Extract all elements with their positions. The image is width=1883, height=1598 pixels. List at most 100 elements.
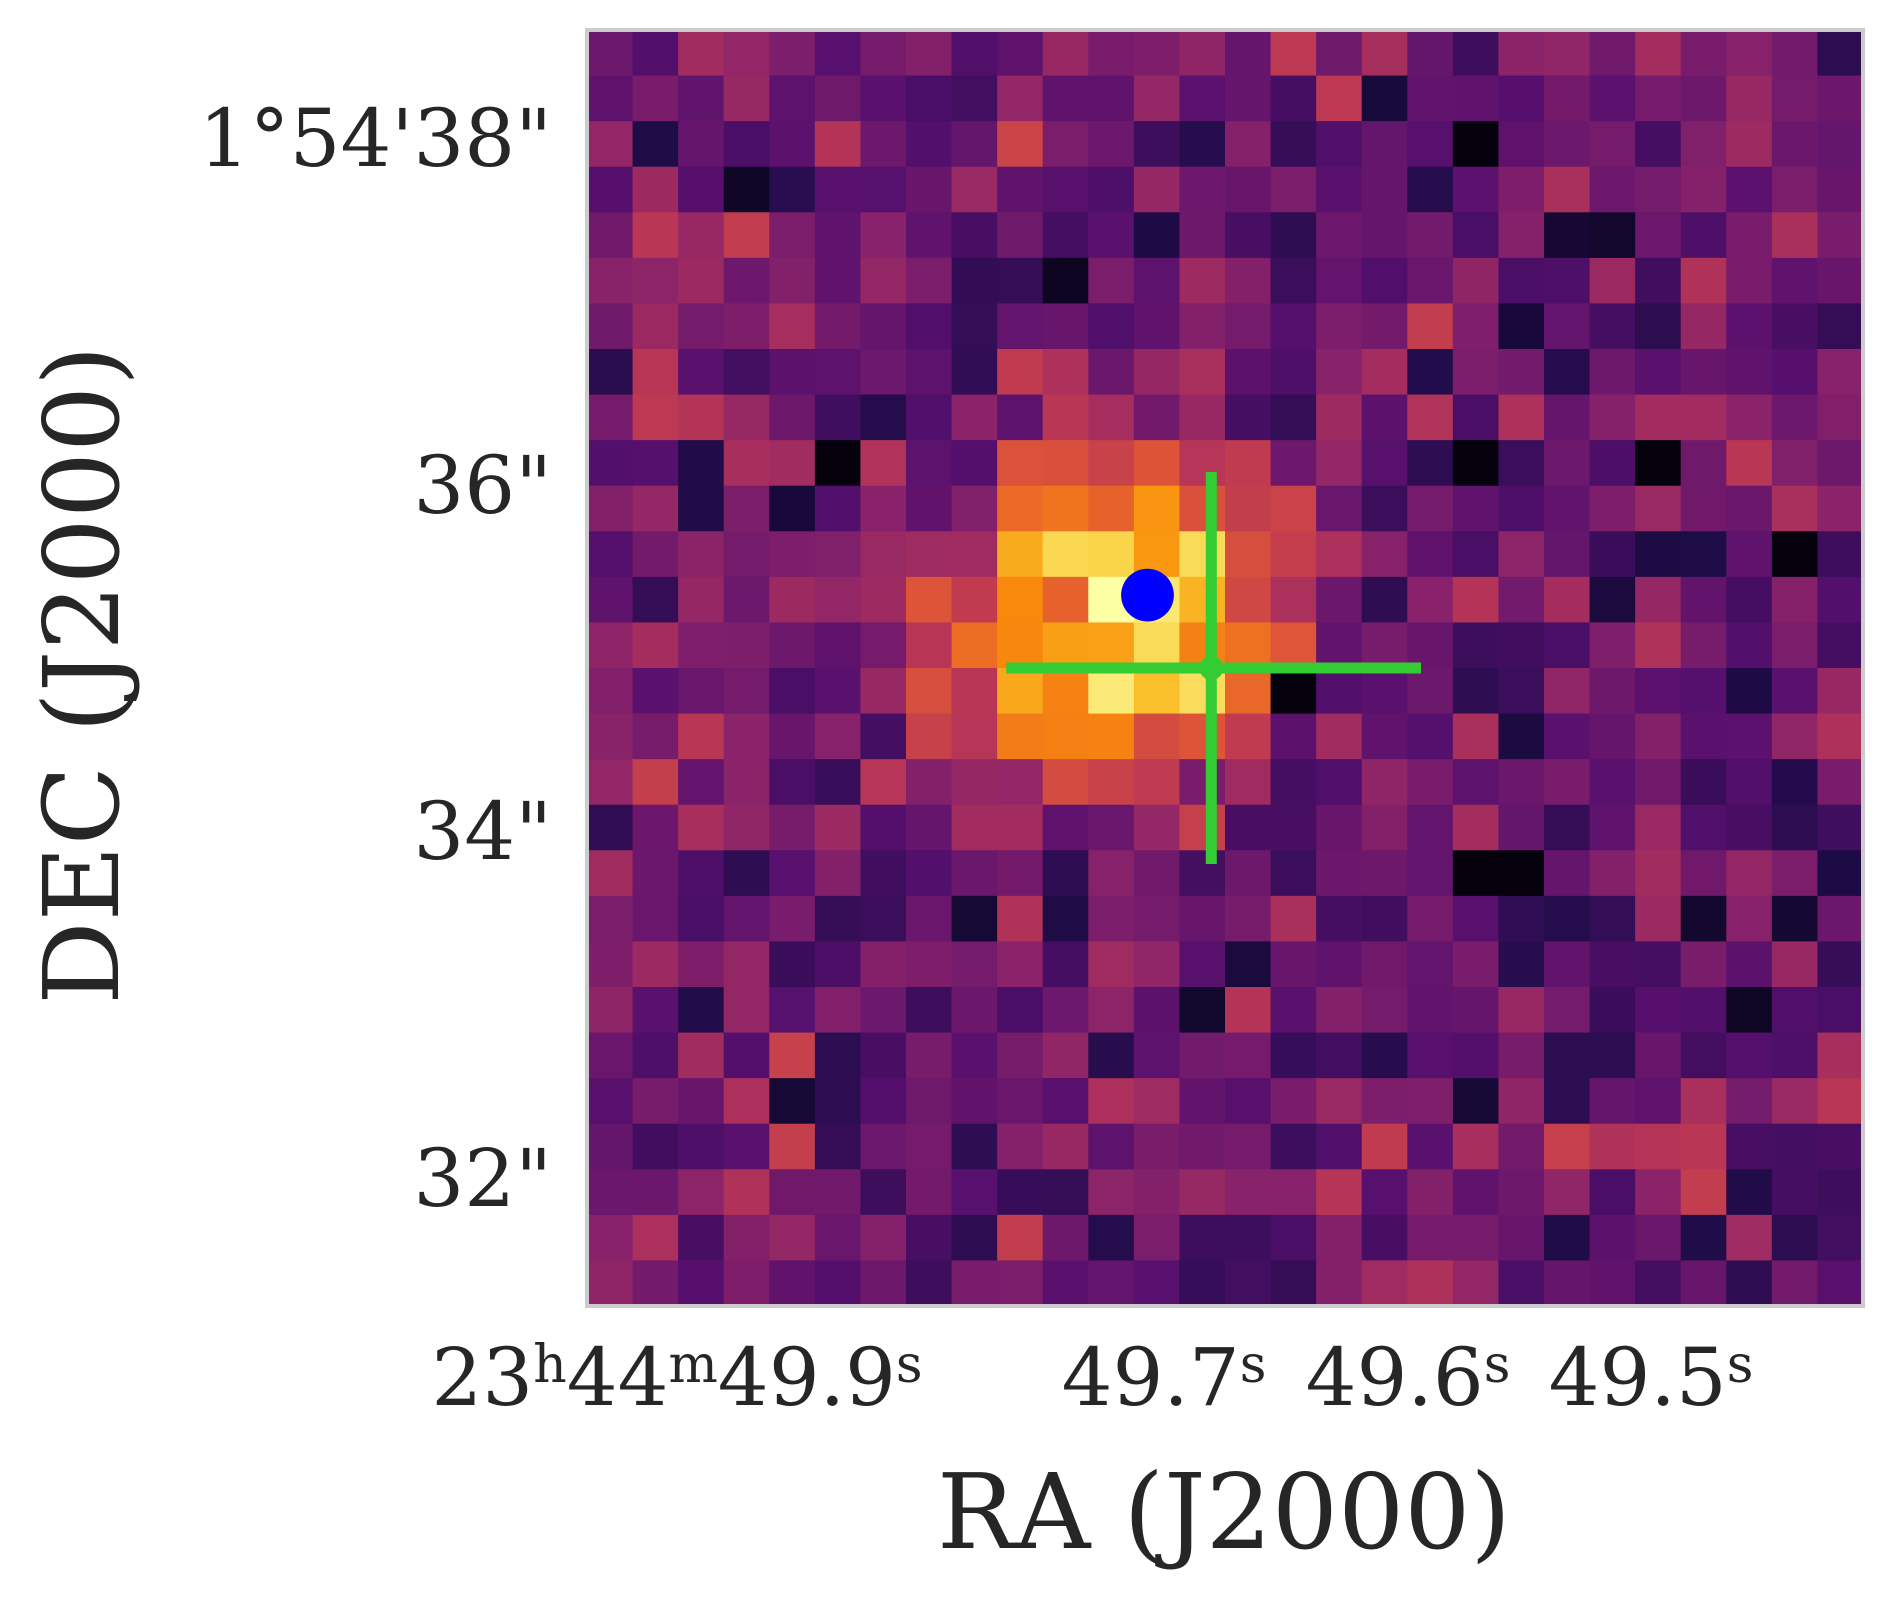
- heatmap-pixel: [1544, 75, 1591, 122]
- heatmap-pixel: [1316, 1169, 1363, 1216]
- heatmap-pixel: [1726, 1032, 1773, 1079]
- heatmap-pixel: [587, 850, 634, 897]
- heatmap-pixel: [1407, 166, 1454, 213]
- heatmap-pixel: [1042, 394, 1089, 441]
- heatmap-pixel: [1179, 1123, 1226, 1170]
- heatmap-pixel: [1771, 941, 1819, 988]
- heatmap-pixel: [1042, 485, 1089, 532]
- heatmap-pixel: [906, 440, 953, 487]
- heatmap-pixel: [1771, 531, 1819, 578]
- heatmap-pixel: [1589, 987, 1636, 1034]
- heatmap-pixel: [1680, 1214, 1727, 1262]
- heatmap-pixel: [1726, 622, 1773, 669]
- heatmap-pixel: [632, 75, 679, 122]
- heatmap-pixel: [1270, 257, 1317, 305]
- heatmap-pixel: [951, 941, 998, 988]
- heatmap-pixel: [769, 804, 816, 851]
- heatmap-pixel: [1225, 576, 1272, 624]
- heatmap-pixel: [678, 1078, 725, 1125]
- heatmap-pixel: [1270, 576, 1317, 624]
- heatmap-pixel: [1179, 576, 1226, 624]
- heatmap-pixel: [1179, 850, 1226, 897]
- heatmap-pixel: [1544, 1260, 1591, 1307]
- y-tick-label: 36": [413, 439, 552, 532]
- heatmap-pixel: [769, 166, 816, 213]
- heatmap-pixel: [951, 485, 998, 532]
- heatmap-pixel: [1544, 30, 1591, 77]
- heatmap-pixel: [1817, 212, 1864, 259]
- heatmap-pixel: [1544, 1169, 1591, 1216]
- heatmap-pixel: [1498, 804, 1545, 851]
- heatmap-pixel: [860, 1214, 907, 1262]
- heatmap-pixel: [587, 30, 634, 77]
- heatmap-pixel: [997, 531, 1044, 578]
- heatmap-pixel: [769, 257, 816, 305]
- heatmap-pixel: [997, 987, 1044, 1034]
- heatmap-pixel: [1452, 394, 1500, 441]
- heatmap-pixel: [1361, 303, 1408, 350]
- heatmap-pixel: [1817, 257, 1864, 305]
- heatmap-pixel: [814, 75, 862, 122]
- heatmap-pixel: [1270, 349, 1317, 396]
- plot-frame: [585, 28, 1865, 1308]
- heatmap-pixel: [723, 804, 770, 851]
- heatmap-pixel: [1179, 257, 1226, 305]
- heatmap-pixel: [906, 1260, 953, 1307]
- heatmap-pixel: [1270, 713, 1317, 760]
- y-tick-labels: 1°54'38" 36" 34" 32": [199, 92, 552, 1225]
- heatmap-pixel: [1726, 257, 1773, 305]
- heatmap-pixel: [1498, 303, 1545, 350]
- heatmap-pixel: [1544, 349, 1591, 396]
- heatmap-pixel: [1726, 1214, 1773, 1262]
- heatmap-pixel: [1270, 987, 1317, 1034]
- heatmap-pixel: [1225, 850, 1272, 897]
- heatmap-pixel: [769, 30, 816, 77]
- heatmap-pixel: [632, 212, 679, 259]
- heatmap-pixel: [632, 485, 679, 532]
- heatmap-pixel: [723, 75, 770, 122]
- heatmap-pixel: [997, 850, 1044, 897]
- heatmap-pixel: [1088, 941, 1135, 988]
- heatmap-pixel: [1817, 349, 1864, 396]
- heatmap-pixel: [1771, 622, 1819, 669]
- heatmap-pixel: [1680, 1260, 1727, 1307]
- heatmap-pixel: [997, 75, 1044, 122]
- heatmap-pixel: [951, 1032, 998, 1079]
- heatmap-pixel: [997, 941, 1044, 988]
- heatmap-pixel: [1042, 668, 1089, 715]
- heatmap-pixel: [769, 1123, 816, 1170]
- heatmap-pixel: [1680, 850, 1727, 897]
- heatmap-pixel: [997, 349, 1044, 396]
- heatmap-pixel: [1726, 576, 1773, 624]
- heatmap-pixel: [1452, 1032, 1500, 1079]
- heatmap-pixel: [1088, 622, 1135, 669]
- heatmap-pixel: [1635, 1214, 1682, 1262]
- heatmap-pixel: [1771, 895, 1819, 943]
- heatmap-pixel: [814, 759, 862, 806]
- heatmap-pixel: [814, 850, 862, 897]
- heatmap-pixel: [1133, 394, 1181, 441]
- heatmap-pixel: [1361, 804, 1408, 851]
- heatmap-pixel: [1088, 75, 1135, 122]
- heatmap-pixel: [678, 303, 725, 350]
- heatmap-pixel: [1771, 212, 1819, 259]
- heatmap-pixel: [1680, 804, 1727, 851]
- heatmap-pixel: [1680, 713, 1727, 760]
- heatmap-pixel: [814, 531, 862, 578]
- heatmap-pixel: [1133, 257, 1181, 305]
- heatmap-pixel: [1589, 121, 1636, 168]
- heatmap-pixel: [1316, 30, 1363, 77]
- heatmap-pixel: [1270, 1123, 1317, 1170]
- heatmap-pixel: [1817, 1260, 1864, 1307]
- heatmap-pixel: [997, 257, 1044, 305]
- heatmap-pixel: [587, 622, 634, 669]
- heatmap-pixel: [1042, 895, 1089, 943]
- heatmap-pixel: [1680, 440, 1727, 487]
- heatmap-pixel: [1817, 576, 1864, 624]
- heatmap-pixel: [814, 394, 862, 441]
- heatmap-pixel: [1133, 303, 1181, 350]
- heatmap-pixel: [951, 759, 998, 806]
- heatmap-pixel: [951, 895, 998, 943]
- heatmap-pixel: [632, 349, 679, 396]
- heatmap-pixel: [1726, 713, 1773, 760]
